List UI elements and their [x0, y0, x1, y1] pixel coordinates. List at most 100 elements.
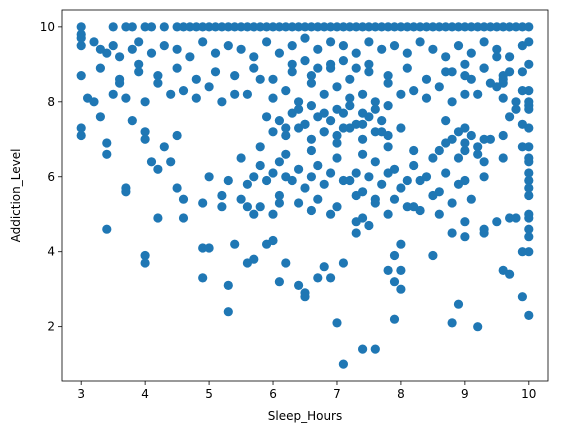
data-point	[274, 48, 284, 58]
data-point	[421, 93, 432, 103]
data-point	[274, 157, 284, 167]
data-point	[223, 307, 233, 317]
data-point	[389, 194, 400, 204]
data-point	[134, 67, 144, 77]
data-point	[466, 194, 476, 204]
data-point	[242, 179, 252, 189]
data-point	[332, 104, 342, 114]
data-point	[370, 344, 380, 354]
y-tick-label: 6	[47, 170, 55, 184]
data-point	[517, 86, 528, 96]
data-point	[274, 190, 284, 201]
data-point	[511, 22, 521, 32]
data-point	[134, 37, 144, 47]
data-point	[498, 153, 508, 163]
data-point	[524, 22, 534, 32]
data-point	[121, 187, 131, 197]
data-point	[473, 322, 483, 332]
data-point	[415, 22, 425, 32]
data-point	[492, 217, 502, 227]
data-point	[191, 74, 201, 84]
data-point	[210, 22, 221, 32]
data-point	[441, 116, 451, 126]
data-point	[447, 22, 457, 32]
data-point	[76, 123, 86, 133]
data-point	[140, 250, 150, 261]
data-point	[76, 130, 86, 141]
data-point	[83, 93, 93, 103]
data-point	[255, 22, 265, 32]
data-point	[249, 209, 259, 219]
data-point	[428, 250, 438, 261]
data-point	[319, 108, 329, 118]
data-point	[294, 104, 304, 114]
data-point	[358, 119, 368, 129]
data-point	[102, 149, 112, 159]
data-point	[198, 243, 208, 253]
data-point	[249, 254, 259, 264]
data-point	[172, 63, 182, 73]
data-point	[326, 22, 336, 32]
data-point	[364, 67, 374, 77]
data-point	[204, 82, 214, 92]
data-point	[210, 48, 221, 58]
data-point	[351, 48, 361, 58]
data-point	[140, 22, 150, 32]
data-point	[498, 22, 508, 32]
data-point	[127, 22, 137, 32]
x-tick-label: 3	[77, 387, 85, 401]
data-point	[115, 52, 125, 62]
data-point	[300, 33, 310, 43]
data-point	[268, 22, 278, 32]
data-point	[185, 52, 195, 62]
data-point	[370, 104, 380, 114]
points-layer	[76, 22, 534, 369]
data-point	[524, 86, 534, 96]
data-point	[294, 198, 304, 208]
data-point	[383, 78, 393, 88]
data-point	[274, 116, 284, 126]
data-point	[364, 59, 374, 69]
data-point	[338, 22, 348, 32]
data-point	[127, 44, 137, 54]
data-point	[172, 130, 182, 141]
data-point	[505, 112, 515, 122]
data-point	[76, 22, 86, 32]
data-point	[460, 145, 470, 156]
data-point	[421, 74, 432, 84]
data-point	[102, 138, 112, 148]
data-point	[300, 56, 310, 66]
data-point	[319, 262, 329, 272]
data-point	[524, 59, 534, 69]
data-point	[524, 168, 534, 178]
data-point	[396, 265, 406, 275]
data-point	[383, 265, 393, 275]
data-point	[172, 44, 182, 54]
data-point	[281, 123, 291, 133]
data-point	[466, 74, 476, 84]
ticks-layer: 3 4 5 6 7 8 9 10 2 4 6 8 10	[40, 20, 537, 401]
y-axis-label: Addiction_Level	[9, 149, 23, 243]
data-point	[281, 149, 291, 159]
data-point	[294, 97, 304, 107]
data-point	[358, 149, 368, 159]
data-point	[153, 71, 163, 81]
data-point	[274, 198, 284, 208]
data-point	[428, 190, 438, 201]
data-point	[524, 247, 534, 257]
data-point	[358, 108, 368, 118]
data-point	[505, 52, 515, 62]
data-point	[134, 59, 144, 69]
data-point	[517, 247, 528, 257]
data-point	[460, 232, 470, 242]
data-point	[262, 112, 272, 122]
data-point	[146, 157, 157, 167]
data-point	[389, 250, 400, 261]
data-point	[498, 71, 508, 81]
data-point	[89, 37, 99, 47]
data-point	[306, 205, 316, 216]
data-point	[524, 97, 534, 107]
data-point	[447, 228, 457, 238]
data-point	[140, 258, 150, 268]
